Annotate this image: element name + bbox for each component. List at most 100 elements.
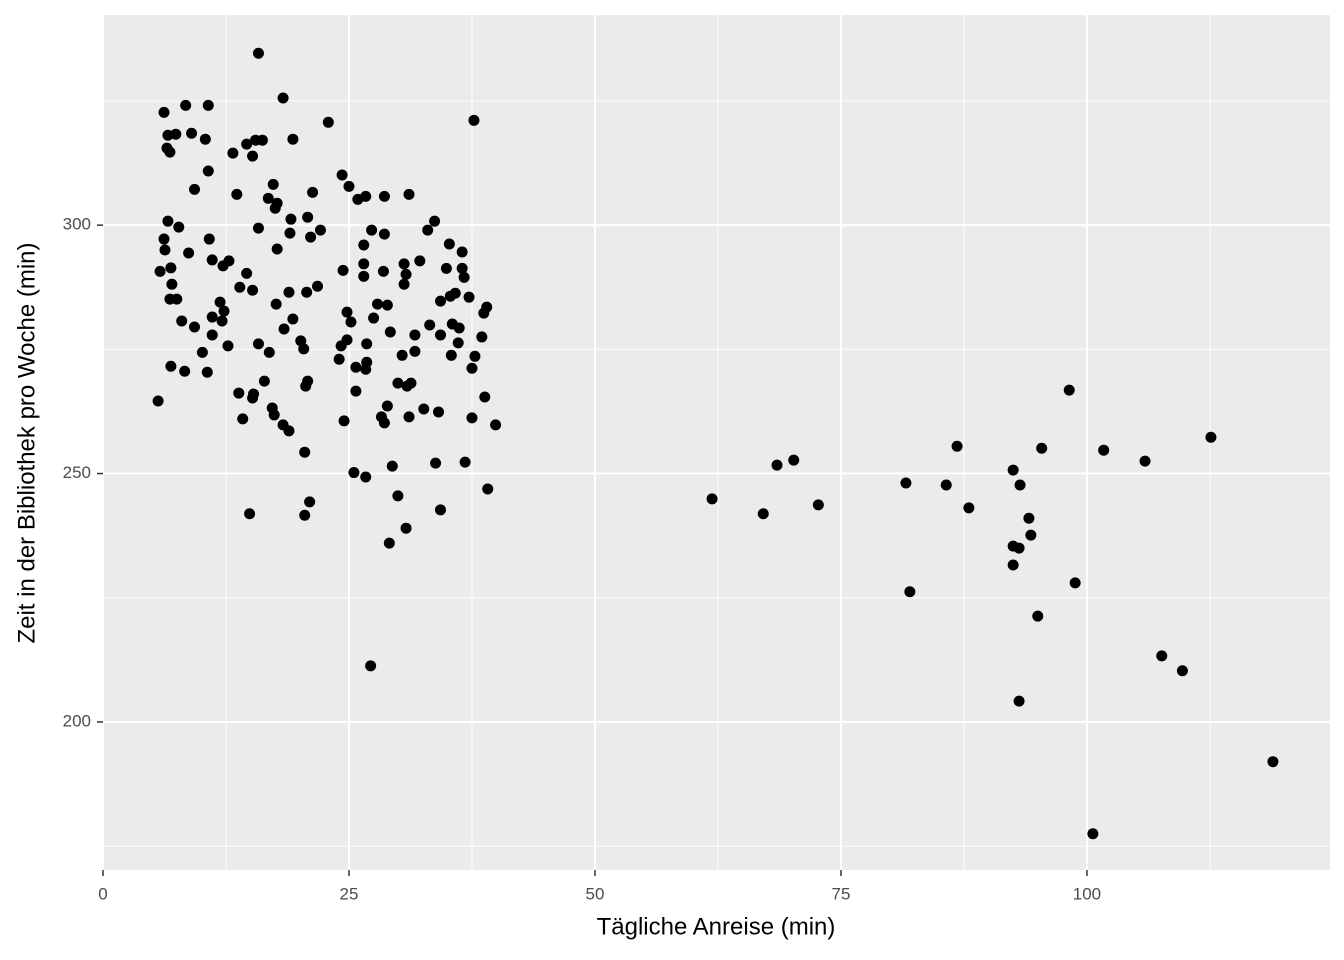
point xyxy=(418,403,430,415)
point xyxy=(358,270,370,282)
point xyxy=(206,329,218,341)
point xyxy=(378,417,390,429)
point xyxy=(206,254,218,266)
point xyxy=(337,264,349,276)
point xyxy=(940,479,952,491)
point xyxy=(401,380,413,392)
point xyxy=(343,180,355,192)
y-tick-label: 200 xyxy=(63,711,91,730)
x-tick-label: 75 xyxy=(832,884,851,903)
point xyxy=(429,215,441,227)
point xyxy=(262,192,274,204)
point xyxy=(287,313,299,325)
y-tick-label: 250 xyxy=(63,463,91,482)
point xyxy=(1098,444,1110,456)
point xyxy=(366,224,378,236)
point xyxy=(196,346,208,358)
y-tick-label: 300 xyxy=(63,215,91,234)
point xyxy=(234,281,246,293)
point xyxy=(158,233,170,245)
point xyxy=(1013,695,1025,707)
point xyxy=(350,385,362,397)
point xyxy=(341,306,353,318)
point xyxy=(350,361,362,373)
point xyxy=(360,363,372,375)
point xyxy=(479,391,491,403)
point xyxy=(1156,650,1168,662)
point xyxy=(158,106,170,118)
point xyxy=(189,321,201,333)
point xyxy=(409,345,421,357)
point xyxy=(283,286,295,298)
point xyxy=(335,340,347,352)
point xyxy=(241,138,253,150)
point xyxy=(456,246,468,258)
point xyxy=(378,228,390,240)
point xyxy=(278,323,290,335)
point xyxy=(162,215,174,227)
point xyxy=(1139,455,1151,467)
point xyxy=(422,224,434,236)
point xyxy=(1087,828,1099,840)
point xyxy=(396,349,408,361)
point xyxy=(263,346,275,358)
point xyxy=(322,116,334,128)
point xyxy=(452,337,464,349)
point xyxy=(338,415,350,427)
point xyxy=(352,193,364,205)
point xyxy=(365,660,377,672)
point xyxy=(445,349,457,361)
point xyxy=(424,319,436,331)
point xyxy=(403,411,415,423)
point xyxy=(1036,442,1048,454)
point xyxy=(1267,756,1279,768)
point xyxy=(434,329,446,341)
point xyxy=(186,127,198,139)
point xyxy=(345,316,357,328)
point xyxy=(466,412,478,424)
point xyxy=(218,305,230,317)
point xyxy=(302,211,314,223)
point xyxy=(247,392,259,404)
point xyxy=(256,134,268,146)
point xyxy=(270,298,282,310)
x-tick-label: 0 xyxy=(98,884,107,903)
point xyxy=(189,183,201,195)
point xyxy=(1023,512,1035,524)
point xyxy=(469,350,481,362)
point xyxy=(381,299,393,311)
point xyxy=(444,290,456,302)
point xyxy=(443,238,455,250)
x-axis-title: Tägliche Anreise (min) xyxy=(597,913,836,940)
point xyxy=(458,271,470,283)
point xyxy=(434,504,446,516)
point xyxy=(468,114,480,126)
point xyxy=(440,262,452,274)
point xyxy=(202,165,214,177)
y-axis-title: Zeit in der Bibliothek pro Woche (min) xyxy=(13,242,40,643)
point xyxy=(358,258,370,270)
point xyxy=(383,537,395,549)
point xyxy=(165,262,177,274)
point xyxy=(164,146,176,158)
point xyxy=(398,278,410,290)
point xyxy=(271,243,283,255)
point xyxy=(252,338,264,350)
point xyxy=(154,265,166,277)
point xyxy=(1014,479,1026,491)
point xyxy=(201,366,213,378)
point xyxy=(361,338,373,350)
point xyxy=(409,329,421,341)
point xyxy=(430,457,442,469)
point xyxy=(183,247,195,259)
point xyxy=(400,522,412,534)
point xyxy=(463,291,475,303)
point xyxy=(202,99,214,111)
point xyxy=(1069,577,1081,589)
point xyxy=(348,467,360,479)
point xyxy=(216,315,228,327)
point xyxy=(307,186,319,198)
point xyxy=(490,419,502,431)
point xyxy=(333,353,345,365)
